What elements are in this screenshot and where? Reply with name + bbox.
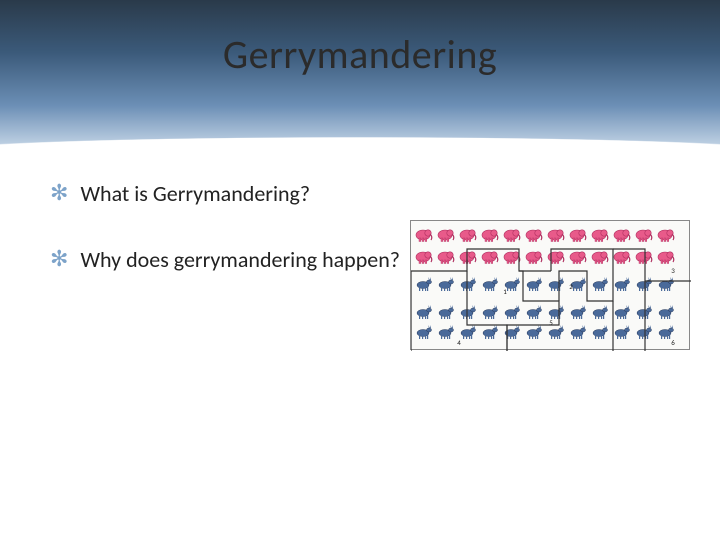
bullet-star-icon: ✻: [50, 180, 68, 206]
list-item: ✻ What is Gerrymandering?: [50, 180, 410, 208]
slide-title: Gerrymandering: [0, 30, 720, 79]
list-item: ✻ Why does gerrymandering happen?: [50, 246, 410, 274]
svg-text:3: 3: [671, 266, 675, 275]
svg-text:6: 6: [671, 338, 675, 347]
gerrymandering-diagram: 1 2 3 4 5 6: [410, 220, 690, 350]
bullet-text: What is Gerrymandering?: [80, 180, 310, 208]
diagram-svg: 1 2 3 4 5 6: [411, 221, 691, 351]
svg-text:5: 5: [549, 318, 553, 327]
bullet-text: Why does gerrymandering happen?: [80, 246, 400, 274]
svg-text:4: 4: [457, 338, 461, 347]
bullet-list: ✻ What is Gerrymandering? ✻ Why does ger…: [50, 180, 410, 311]
svg-text:2: 2: [569, 282, 573, 291]
slide-header: Gerrymandering: [0, 0, 720, 150]
bullet-star-icon: ✻: [50, 246, 68, 272]
svg-text:1: 1: [503, 287, 507, 296]
